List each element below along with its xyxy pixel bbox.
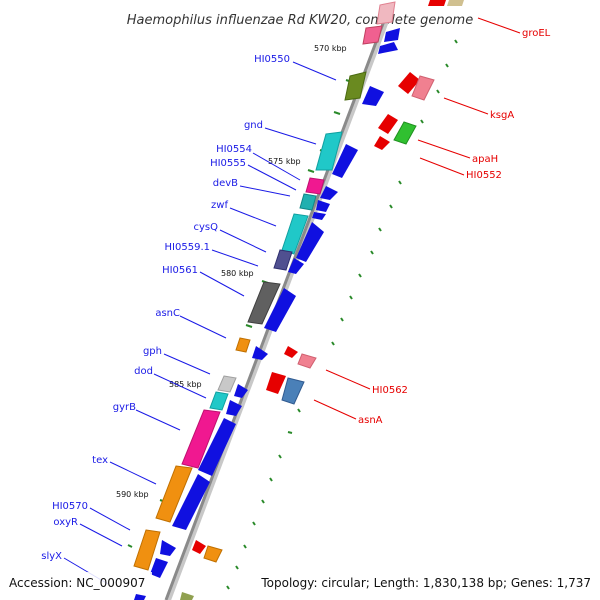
footer-backdrop-left: [6, 572, 152, 592]
footer-backdrop-right: [256, 572, 594, 592]
gene-block[interactable]: [398, 72, 420, 94]
map-title: Haemophilus influenzae Rd KW20, complete…: [127, 13, 473, 28]
gene-arrow[interactable]: [226, 400, 242, 416]
gene-block[interactable]: [203, 545, 223, 563]
leader-lines-left: [63, 61, 337, 585]
gene-label-left[interactable]: cysQ: [194, 222, 219, 233]
gene-label-right[interactable]: groEL: [522, 28, 551, 39]
gene-label-left[interactable]: oxyR: [53, 517, 78, 528]
gene-arrow[interactable]: [234, 384, 248, 398]
gene-block[interactable]: [273, 249, 293, 271]
scale-label-570: 570 kbp: [314, 44, 347, 53]
gene-label-left[interactable]: gph: [143, 346, 162, 357]
gene-label-left[interactable]: zwf: [211, 200, 228, 211]
gene-label-left[interactable]: HI0570: [52, 501, 88, 512]
gene-block[interactable]: [411, 75, 435, 101]
gene-label-left[interactable]: slyX: [41, 551, 62, 562]
gene-block[interactable]: [393, 121, 417, 145]
gene-block[interactable]: [344, 71, 367, 101]
gene-label-left[interactable]: tex: [92, 455, 108, 466]
gene-block[interactable]: [266, 372, 286, 394]
gene-arrow[interactable]: [160, 540, 176, 556]
gene-block[interactable]: [362, 25, 383, 45]
gene-label-left[interactable]: dod: [134, 366, 153, 377]
gene-block[interactable]: [155, 465, 193, 523]
gene-label-left[interactable]: HI0554: [216, 144, 252, 155]
gene-block[interactable]: [192, 540, 206, 554]
gene-label-left[interactable]: asnC: [155, 308, 180, 319]
gene-label-right[interactable]: HI0552: [466, 170, 502, 181]
tick-marks-right: [226, 39, 458, 590]
topology-text: Topology: circular; Length: 1,830,138 bp…: [260, 576, 591, 590]
gene-label-left[interactable]: devB: [213, 178, 238, 189]
scale-label-580: 580 kbp: [221, 269, 254, 278]
gene-arrow[interactable]: [296, 222, 324, 262]
gene-arrow[interactable]: [150, 558, 168, 578]
gene-block[interactable]: [281, 213, 309, 255]
gene-arrow[interactable]: [384, 28, 400, 42]
gene-block[interactable]: [235, 337, 251, 353]
gene-arrow[interactable]: [312, 212, 326, 220]
gene-arrow[interactable]: [264, 288, 296, 332]
gene-block[interactable]: [209, 391, 229, 411]
gene-arrow[interactable]: [172, 474, 210, 530]
gene-arrow[interactable]: [320, 186, 338, 200]
gene-label-left[interactable]: HI0555: [210, 158, 246, 169]
gene-arrow[interactable]: [378, 42, 398, 54]
gene-label-left[interactable]: gyrB: [113, 402, 136, 413]
scale-label-585: 585 kbp: [169, 380, 202, 389]
gene-label-right[interactable]: apaH: [472, 154, 498, 165]
gene-label-left[interactable]: HI0550: [254, 54, 290, 65]
gene-arrow[interactable]: [134, 594, 146, 600]
gene-block[interactable]: [305, 177, 325, 195]
gene-labels-left: HI0550 gnd HI0554 HI0555 devB zwf cysQ H…: [41, 54, 290, 562]
gene-arrow[interactable]: [198, 418, 236, 476]
scale-label-575: 575 kbp: [268, 157, 301, 166]
gene-block[interactable]: [180, 592, 194, 600]
gene-block[interactable]: [315, 131, 343, 171]
scale-label-590: 590 kbp: [116, 490, 149, 499]
gene-block[interactable]: [297, 353, 317, 369]
gene-label-right[interactable]: ksgA: [490, 110, 514, 121]
gene-block[interactable]: [428, 0, 446, 6]
gene-arrow[interactable]: [288, 258, 304, 274]
leader-lines-right: [313, 17, 521, 420]
gene-labels-right: groEL ksgA apaH HI0552 HI0562 asnA: [358, 28, 551, 426]
gene-label-right[interactable]: asnA: [358, 415, 383, 426]
gene-label-left[interactable]: HI0559.1: [165, 242, 210, 253]
gene-block[interactable]: [378, 114, 398, 134]
gene-block[interactable]: [217, 375, 237, 393]
gene-block[interactable]: [247, 281, 281, 325]
accession-text: Accession: NC_000907: [9, 576, 145, 590]
gene-block[interactable]: [281, 377, 305, 405]
gene-arrow[interactable]: [362, 86, 384, 106]
gene-label-left[interactable]: HI0561: [162, 265, 198, 276]
gene-arrow[interactable]: [332, 144, 358, 178]
gene-block[interactable]: [376, 1, 396, 25]
gene-block[interactable]: [284, 346, 298, 358]
gene-arrow[interactable]: [316, 200, 330, 212]
gene-arrow[interactable]: [252, 346, 268, 360]
gene-label-right[interactable]: HI0562: [372, 385, 408, 396]
gene-block[interactable]: [299, 193, 317, 211]
gene-block[interactable]: [447, 0, 464, 6]
gene-block[interactable]: [133, 529, 161, 571]
gene-block[interactable]: [181, 409, 221, 469]
gene-block[interactable]: [374, 136, 390, 150]
gene-label-left[interactable]: gnd: [244, 120, 263, 131]
